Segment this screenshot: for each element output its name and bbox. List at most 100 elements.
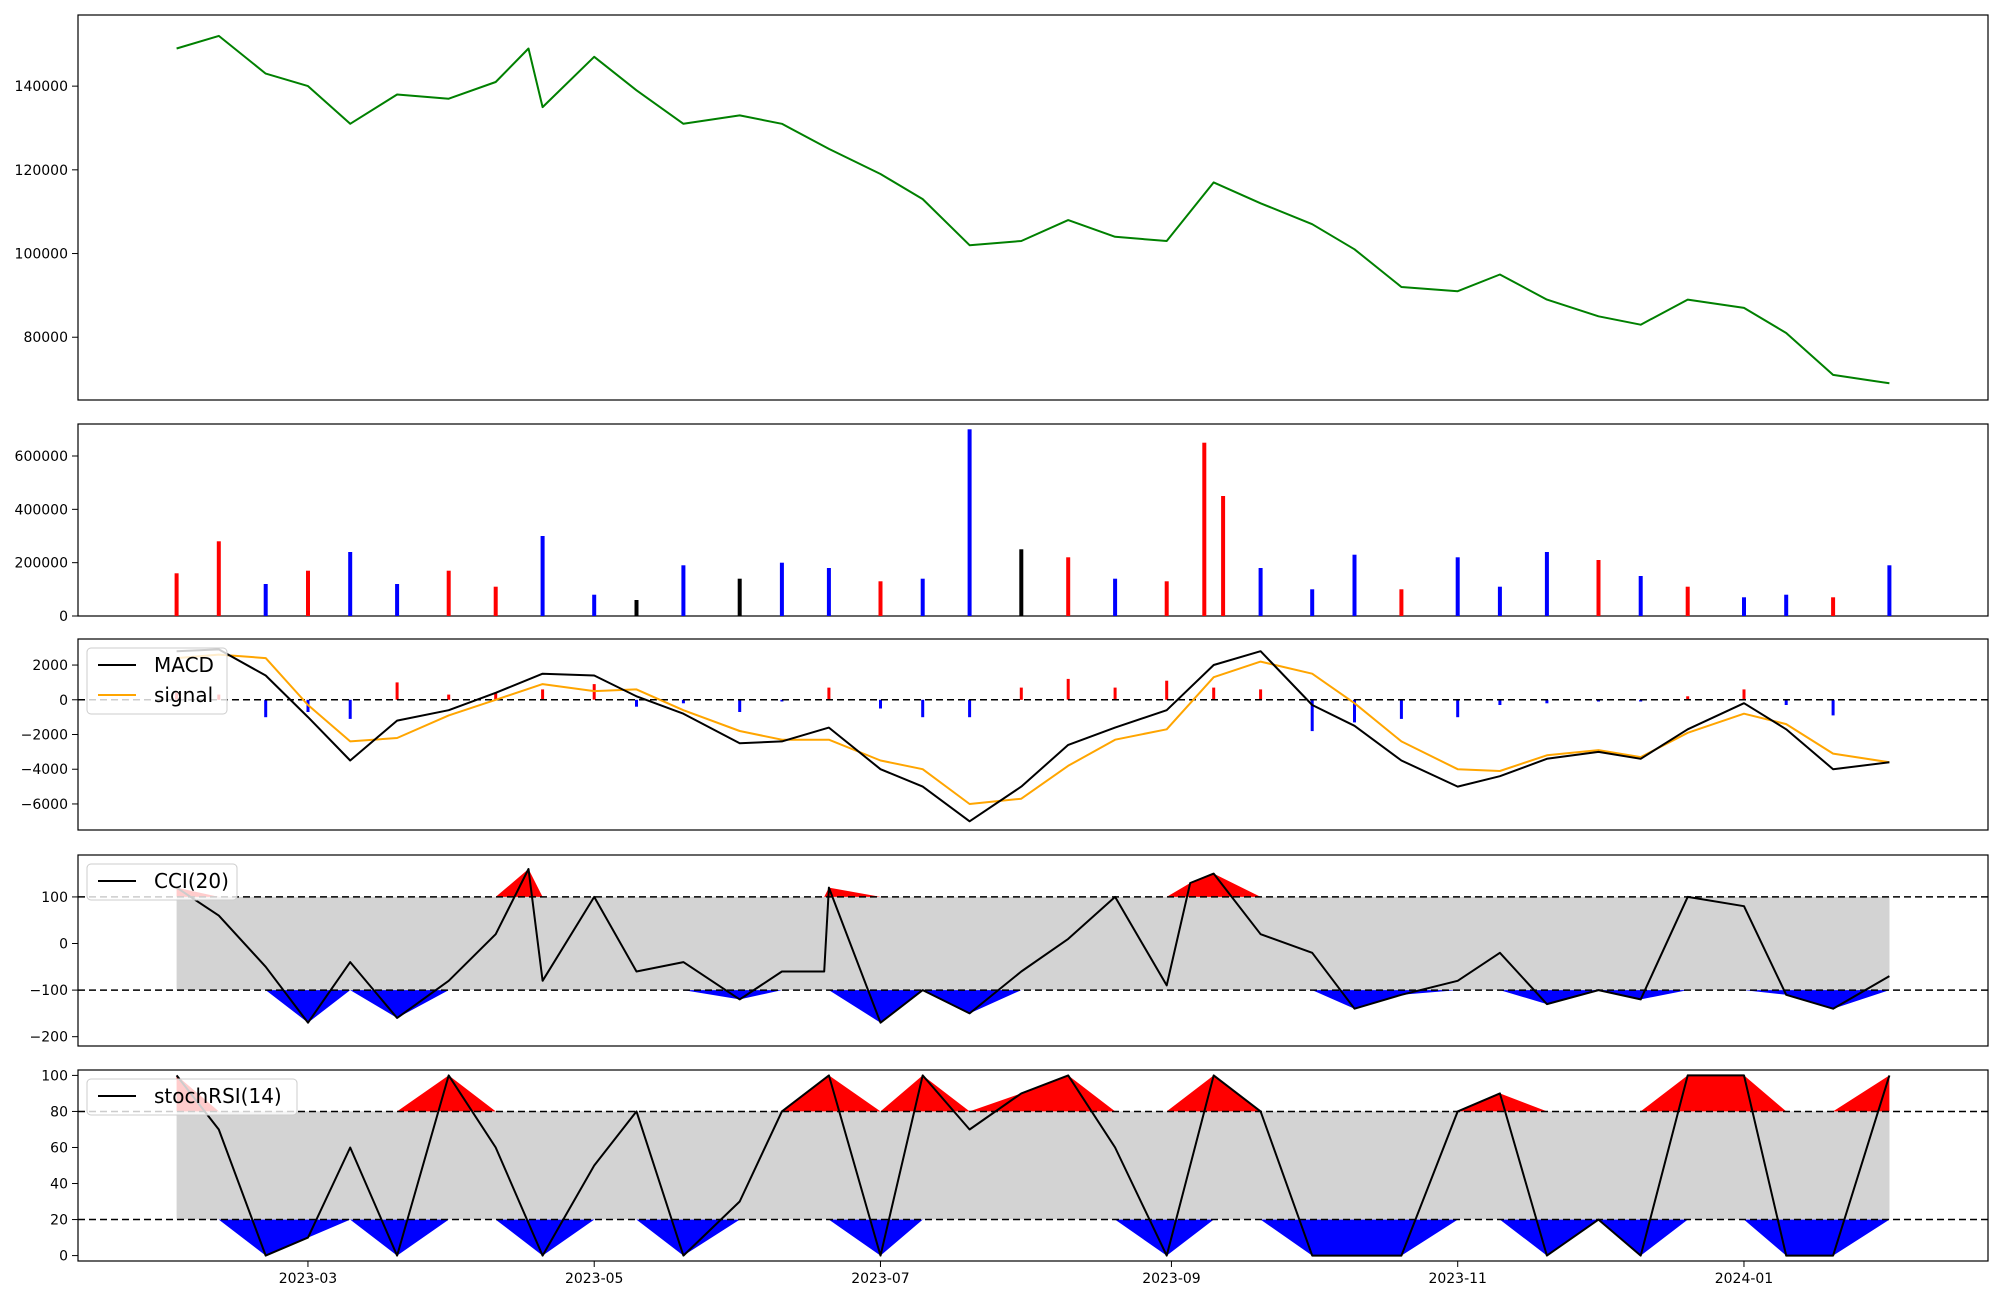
stochrsi-legend xyxy=(86,1078,298,1116)
macd-histogram-bar xyxy=(1456,699,1460,718)
macd-histogram-bar xyxy=(447,694,451,700)
volume-bar xyxy=(737,578,742,616)
macd-histogram-bar xyxy=(1742,689,1746,700)
macd-ytick-label: 0 xyxy=(59,693,68,709)
xtick-label: 2023-11 xyxy=(1428,1271,1487,1287)
macd-histogram-bar xyxy=(879,699,882,709)
volume-bar xyxy=(1202,442,1207,616)
macd-histogram-bar xyxy=(827,687,831,700)
stochrsi-oversold-fill xyxy=(176,1219,1890,1256)
volume-bar xyxy=(1685,586,1690,616)
macd-legend-label: signal xyxy=(154,683,213,707)
cci-legend xyxy=(86,863,238,901)
cci-ytick-label: 0 xyxy=(59,937,68,953)
xtick-label: 2024-01 xyxy=(1715,1271,1774,1287)
macd-ytick-label: −6000 xyxy=(21,797,68,813)
stochrsi-ytick-label: 20 xyxy=(50,1213,68,1229)
macd-histogram-bar xyxy=(1310,699,1314,732)
stochrsi-ytick-label: 80 xyxy=(50,1104,68,1120)
price-line xyxy=(176,34,1890,385)
volume-ytick-label: 0 xyxy=(59,609,68,625)
volume-bar xyxy=(1638,576,1643,616)
stochrsi-ytick-label: 60 xyxy=(50,1140,68,1156)
macd-histogram-bar xyxy=(541,689,545,700)
macd-histogram-bar xyxy=(1831,699,1835,716)
stochrsi-ytick-label: 100 xyxy=(41,1068,68,1084)
volume-bar xyxy=(446,570,451,616)
macd-histogram-bar xyxy=(1066,678,1070,700)
volume-bar xyxy=(681,565,686,616)
macd-histogram-bar xyxy=(1165,680,1169,700)
macd-histogram-bar xyxy=(738,699,742,712)
volume-bar xyxy=(826,568,831,616)
macd-signal-line xyxy=(176,653,1890,805)
xtick-label: 2023-03 xyxy=(279,1271,338,1287)
macd-histogram-bar xyxy=(1784,699,1788,705)
volume-bar xyxy=(306,570,310,616)
volume-bar xyxy=(967,429,972,616)
macd-histogram-bar xyxy=(1353,699,1356,723)
volume-bar xyxy=(1352,554,1357,616)
macd-histogram-bar xyxy=(348,699,352,719)
volume-bar xyxy=(1164,581,1169,616)
volume-bar xyxy=(1399,589,1404,616)
volume-bar xyxy=(1544,552,1549,616)
macd-legend-label: MACD xyxy=(154,653,214,677)
macd-histogram-bar xyxy=(264,699,268,718)
volume-bar xyxy=(779,562,784,616)
price-ytick-label: 140000 xyxy=(15,79,68,95)
volume-bar xyxy=(263,584,268,616)
volume-bar xyxy=(878,581,883,616)
volume-bar xyxy=(348,552,353,616)
cci-panel-frame xyxy=(77,854,1989,1047)
volume-bar xyxy=(493,586,498,616)
stochrsi-overbought-fill xyxy=(176,1075,1890,1112)
volume-bar xyxy=(1066,557,1071,616)
cci-ytick-label: −100 xyxy=(30,983,68,999)
macd-histogram-bar xyxy=(1597,699,1600,702)
macd-histogram-bar xyxy=(395,682,399,700)
stochrsi-line xyxy=(175,1074,1891,1257)
volume-bar xyxy=(1113,578,1118,616)
volume-bar xyxy=(920,578,925,616)
volume-bar xyxy=(1497,586,1502,616)
macd-histogram-bar xyxy=(1545,699,1549,704)
macd-histogram-bar xyxy=(1399,699,1403,719)
macd-histogram-bar xyxy=(635,699,638,707)
volume-bar xyxy=(1887,565,1892,616)
stochrsi-ytick-label: 40 xyxy=(50,1177,68,1193)
volume-ytick-label: 600000 xyxy=(15,449,68,465)
cci-oversold-fill xyxy=(176,990,1890,1023)
volume-ytick-label: 400000 xyxy=(15,502,68,518)
price-ytick-label: 80000 xyxy=(23,330,68,346)
stochrsi-legend-label: stochRSI(14) xyxy=(154,1084,282,1108)
volume-bar xyxy=(1742,597,1746,616)
macd-histogram-bar xyxy=(494,692,498,700)
macd-histogram-bar xyxy=(1639,699,1643,702)
cci-legend-label: CCI(20) xyxy=(154,869,229,893)
volume-panel-frame xyxy=(77,423,1989,617)
cci-overbought-fill xyxy=(176,869,1890,897)
macd-histogram-bar xyxy=(1498,699,1502,705)
volume-bar xyxy=(1310,589,1315,616)
macd-histogram-bar xyxy=(1212,687,1216,700)
volume-bar xyxy=(174,573,179,616)
macd-ytick-label: 2000 xyxy=(32,658,68,674)
macd-histogram-bar xyxy=(681,699,685,704)
macd-histogram-bar xyxy=(968,699,972,718)
stochrsi-ytick-label: 0 xyxy=(59,1249,68,1265)
volume-bar xyxy=(216,541,221,616)
volume-bar xyxy=(1784,594,1789,616)
volume-bar xyxy=(1221,496,1226,616)
xtick-label: 2023-05 xyxy=(565,1271,624,1287)
volume-bar xyxy=(1455,557,1460,616)
stochrsi-neutral-band xyxy=(176,1111,1890,1220)
macd-panel-frame xyxy=(77,638,1989,831)
macd-histogram-bar xyxy=(1259,689,1263,700)
volume-ytick-label: 200000 xyxy=(15,556,68,572)
volume-bar xyxy=(1596,560,1601,616)
macd-histogram-bar xyxy=(921,699,925,718)
cci-ytick-label: 100 xyxy=(41,890,68,906)
